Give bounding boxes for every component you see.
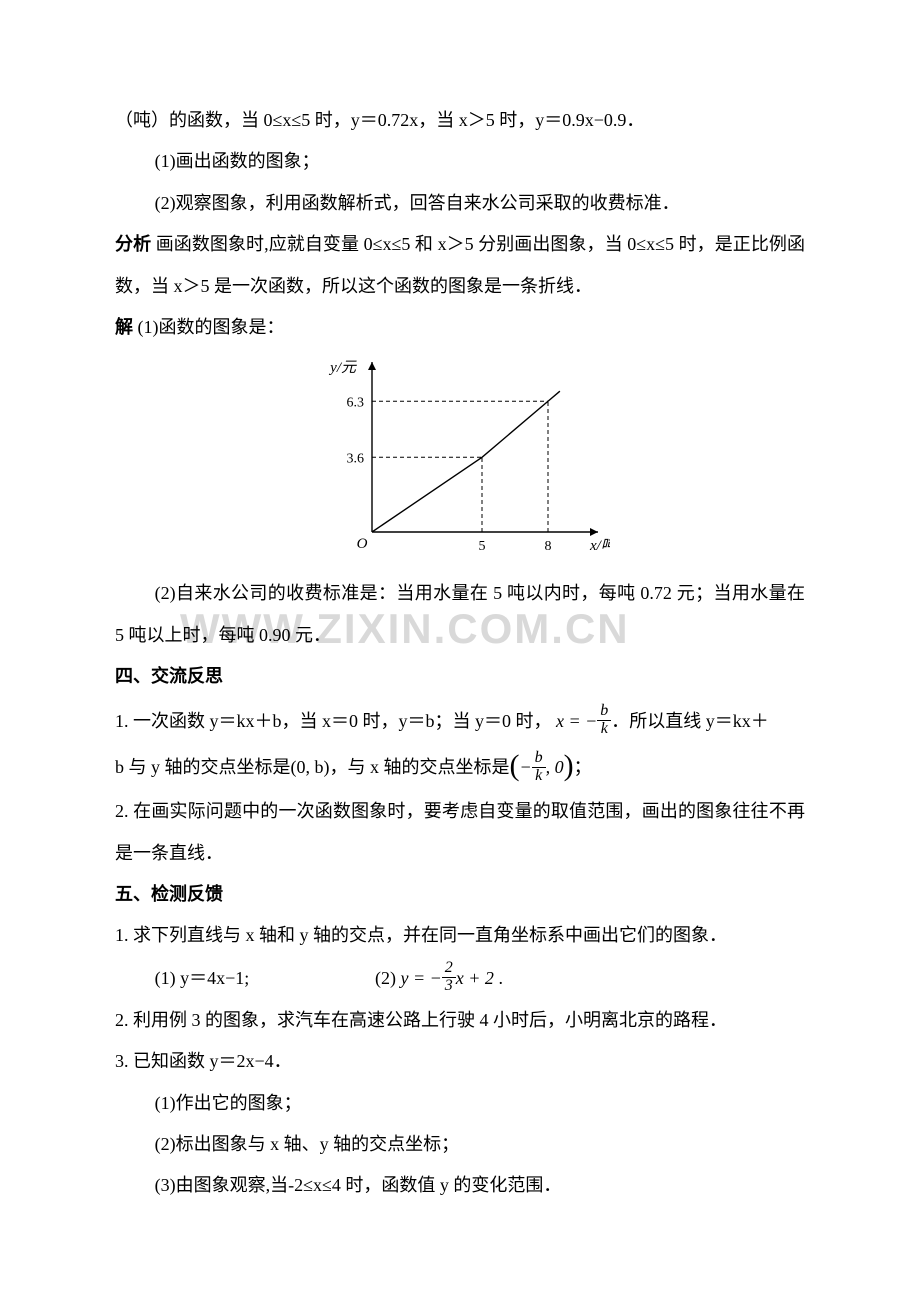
q1-sub: (1) y＝4x−1; (2) y = −23x + 2 .: [115, 957, 805, 1000]
r1b-tail: , 0: [546, 757, 564, 777]
q1b: (2) y = −23x + 2 .: [375, 957, 503, 1000]
step-1-2: (2)观察图象，利用函数解析式，回答自来水公司采取的收费标准．: [115, 183, 805, 224]
solution-text: (1)函数的图象是：: [133, 317, 285, 337]
rparen-icon: ): [564, 749, 574, 782]
reflection-2: 2. 在画实际问题中的一次函数图象时，要考虑自变量的取值范围，画出的图象往往不再…: [115, 791, 805, 874]
svg-text:y/元: y/元: [328, 360, 357, 376]
r1b-pre: b 与 y 轴的交点坐标是(0, b)，与 x 轴的交点坐标是: [115, 757, 510, 777]
heading-4: 四、交流反思: [115, 656, 805, 697]
q1b-frac-num: 2: [442, 960, 456, 978]
r1-frac-num: b: [597, 703, 611, 721]
heading-5: 五、检测反馈: [115, 874, 805, 915]
q1b-pre: (2): [375, 968, 401, 988]
r1-post: ．所以直线 y＝kx＋: [611, 711, 769, 731]
r1b-frac-num: b: [532, 750, 546, 768]
r1-eq-lhs: x = −: [556, 711, 597, 731]
paragraph-intro: （吨）的函数，当 0≤x≤5 时，y＝0.72x，当 x＞5 时，y＝0.9x−…: [115, 100, 805, 141]
q1a: (1) y＝4x−1;: [115, 957, 375, 1000]
q1b-frac-den: 3: [442, 978, 456, 995]
reflection-1: 1. 一次函数 y＝kx＋b，当 x＝0 时，y＝b；当 y＝0 时， x = …: [115, 698, 805, 745]
step-1-1: (1)画出函数的图象；: [115, 141, 805, 182]
r1b-end: ；: [574, 757, 592, 777]
r1b-lead: −: [520, 757, 532, 777]
q1: 1. 求下列直线与 x 轴和 y 轴的交点，并在同一直角坐标系中画出它们的图象．: [115, 915, 805, 956]
q3c: (3)由图象观察,当-2≤x≤4 时，函数值 y 的变化范围．: [115, 1165, 805, 1206]
q3a: (1)作出它的图象；: [115, 1083, 805, 1124]
svg-text:O: O: [357, 536, 368, 552]
q1b-lhs: y = −: [401, 968, 442, 988]
q2: 2. 利用例 3 的图象，求汽车在高速公路上行驶 4 小时后，小明离北京的路程．: [115, 1000, 805, 1041]
reflection-1b: b 与 y 轴的交点坐标是(0, b)，与 x 轴的交点坐标是(−bk, 0)；: [115, 744, 805, 791]
q1b-rhs: x + 2: [456, 968, 494, 988]
svg-text:8: 8: [545, 539, 552, 554]
svg-text:3.6: 3.6: [347, 452, 365, 467]
page-content: （吨）的函数，当 0≤x≤5 时，y＝0.72x，当 x＞5 时，y＝0.9x−…: [115, 100, 805, 1207]
r1-frac: bk: [597, 703, 611, 738]
chart-svg: O 5 8 3.6 6.3 y/元 x/吨: [310, 352, 610, 562]
svg-text:6.3: 6.3: [347, 396, 365, 411]
solution-line: 解 (1)函数的图象是：: [115, 307, 805, 348]
solution-label: 解: [115, 317, 133, 337]
r1-frac-den: k: [597, 721, 611, 738]
q1b-frac: 23: [442, 960, 456, 995]
q3b: (2)标出图象与 x 轴、y 轴的交点坐标；: [115, 1124, 805, 1165]
svg-text:5: 5: [479, 539, 486, 554]
analysis-text: 画函数图象时,应就自变量 0≤x≤5 和 x＞5 分别画出图象，当 0≤x≤5 …: [115, 234, 805, 295]
analysis-label: 分析: [115, 234, 151, 254]
answer-2: (2)自来水公司的收费标准是：当用水量在 5 吨以内时，每吨 0.72 元；当用…: [115, 573, 805, 656]
q3: 3. 已知函数 y＝2x−4．: [115, 1041, 805, 1082]
lparen-icon: (: [510, 749, 520, 782]
function-graph: O 5 8 3.6 6.3 y/元 x/吨: [115, 352, 805, 567]
r1b-frac: bk: [532, 750, 546, 785]
q1b-end: .: [494, 968, 503, 988]
analysis-block: 分析 画函数图象时,应就自变量 0≤x≤5 和 x＞5 分别画出图象，当 0≤x…: [115, 224, 805, 307]
svg-text:x/吨: x/吨: [589, 537, 610, 554]
r1-pre: 1. 一次函数 y＝kx＋b，当 x＝0 时，y＝b；当 y＝0 时，: [115, 711, 552, 731]
r1b-frac-den: k: [532, 768, 546, 785]
